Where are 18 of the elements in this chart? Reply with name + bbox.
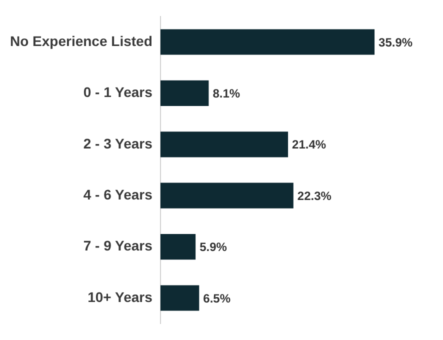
data-label: 5.9% [200, 240, 228, 254]
data-label: 6.5% [203, 291, 231, 306]
bar [160, 285, 200, 311]
y-tick-label: No Experience Listed [10, 32, 152, 49]
y-tick-label: 4 - 6 Years [83, 186, 153, 202]
data-label: 21.4% [292, 138, 326, 152]
data-label: 35.9% [378, 35, 413, 50]
bar [160, 132, 288, 158]
data-label: 8.1% [212, 86, 240, 101]
data-label: 22.3% [297, 188, 332, 203]
bar [160, 29, 375, 55]
bar [160, 80, 209, 106]
y-tick-label: 0 - 1 Years [83, 84, 153, 100]
bar [160, 234, 196, 260]
y-tick-label: 10+ Years [88, 288, 153, 305]
y-tick-label: 2 - 3 Years [83, 135, 153, 152]
y-tick-label: 7 - 9 Years [83, 238, 153, 254]
bar [160, 182, 294, 208]
